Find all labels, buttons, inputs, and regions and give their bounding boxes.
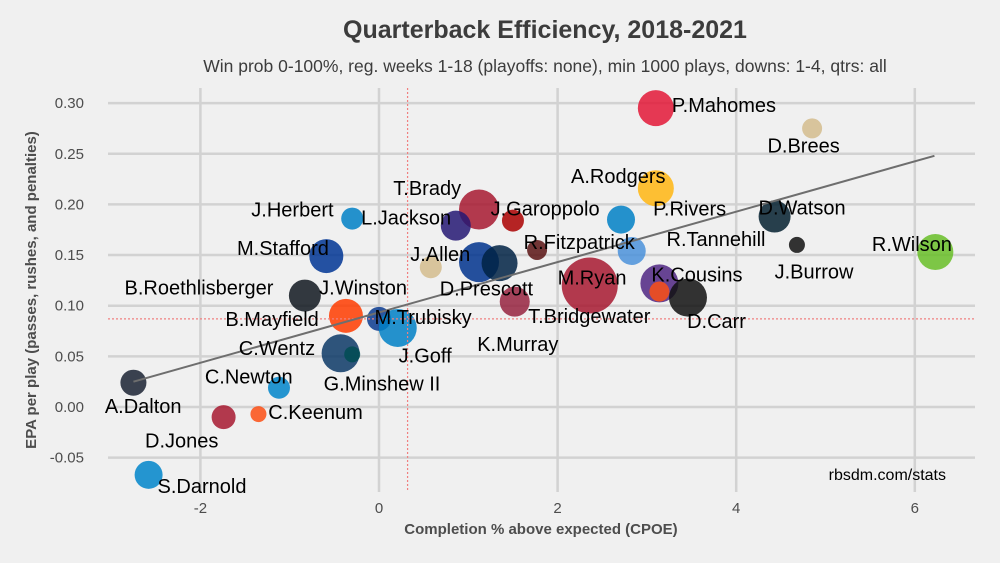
point-label: M.Trubisky [375, 307, 472, 329]
bubble-point[interactable] [328, 298, 363, 333]
point-label: D.Watson [759, 197, 846, 219]
bubble-point[interactable] [499, 286, 530, 317]
bubble-point[interactable] [321, 334, 360, 373]
bubble-point[interactable] [649, 281, 670, 302]
bubble-point[interactable] [501, 209, 524, 232]
point-label: G.Minshew II [324, 374, 441, 396]
bubble-point[interactable] [250, 406, 267, 423]
y-tick-label: 0.20 [55, 196, 84, 213]
point-label: C.Wentz [239, 338, 315, 360]
point-label: A.Dalton [105, 396, 182, 418]
bubble-point[interactable] [267, 376, 290, 399]
x-tick-label: 4 [732, 500, 740, 517]
bubble-point[interactable] [211, 405, 236, 430]
point-label: J.Goff [399, 345, 452, 367]
point-label: R.Fitzpatrick [524, 232, 636, 254]
y-tick-label: -0.05 [50, 450, 84, 467]
bubble-point[interactable] [481, 245, 518, 282]
bubble-point[interactable] [668, 278, 707, 317]
point-label: M.Ryan [558, 267, 627, 289]
point-label: M.Stafford [237, 238, 329, 260]
point-label: P.Mahomes [672, 95, 776, 117]
x-tick-label: -2 [194, 500, 207, 517]
chart-subtitle: Win prob 0-100%, reg. weeks 1-18 (playof… [203, 56, 887, 76]
point-label: T.Bridgewater [528, 306, 651, 328]
bubble-point[interactable] [120, 369, 147, 396]
x-tick-label: 0 [375, 500, 383, 517]
bubble-point[interactable] [917, 234, 954, 271]
point-label: P.Rivers [653, 198, 726, 220]
y-tick-label: 0.25 [55, 146, 84, 163]
y-tick-label: 0.05 [55, 348, 84, 365]
x-axis-label: Completion % above expected (CPOE) [404, 521, 677, 538]
point-label: L.Jackson [361, 208, 451, 230]
point-labels: P.Mahomes D.Brees A.Rodgers P.Rivers D.Watso… [105, 95, 952, 498]
point-label: D.Carr [687, 311, 746, 333]
y-tick-label: 0.00 [55, 399, 84, 416]
bubble-point[interactable] [788, 236, 805, 253]
point-label: K.Murray [477, 334, 558, 356]
bubble-point[interactable] [344, 346, 361, 363]
point-label: C.Newton [205, 367, 293, 389]
bubble-point[interactable] [527, 239, 548, 260]
point-label: J.Garoppolo [491, 198, 600, 220]
point-label: J.Burrow [775, 261, 854, 283]
point-label: B.Roethlisberger [124, 277, 273, 299]
y-tick-label: 0.30 [55, 95, 84, 112]
bubble-point[interactable] [802, 118, 823, 139]
point-label: R.Wilson [872, 234, 952, 256]
point-label: J.Winston [319, 277, 407, 299]
point-label: D.Jones [145, 430, 218, 452]
bubble-point[interactable] [637, 90, 674, 127]
caption: rbsdm.com/stats [829, 467, 946, 484]
point-label: K.Cousins [651, 264, 742, 286]
point-label: B.Mayfield [225, 309, 318, 331]
bubble-point[interactable] [288, 279, 321, 312]
bubble-point[interactable] [561, 257, 618, 314]
point-label: T.Brady [393, 178, 461, 200]
point-label: C.Keenum [268, 402, 363, 424]
bubble-point[interactable] [758, 200, 791, 233]
bubble-point[interactable] [341, 207, 364, 230]
bubble-point[interactable] [309, 239, 344, 274]
grid [108, 88, 975, 492]
reference-lines [108, 88, 975, 492]
point-label: D.Prescott [440, 278, 534, 300]
y-axis-label: EPA per play (passes, rushes, and penalt… [23, 131, 40, 449]
point-label: D.Brees [767, 136, 839, 158]
bubble-point[interactable] [637, 170, 674, 207]
bubble-point[interactable] [134, 460, 163, 489]
x-tick-label: 6 [911, 500, 919, 517]
bubble-point[interactable] [607, 205, 636, 234]
point-label: A.Rodgers [571, 166, 666, 188]
trend-line [133, 154, 935, 383]
point-label: J.Allen [410, 244, 470, 266]
y-tick-label: 0.15 [55, 247, 84, 264]
y-tick-label: 0.10 [55, 298, 84, 315]
point-label: R.Tannehill [667, 229, 766, 251]
point-label: S.Darnold [158, 476, 247, 498]
bubble-point[interactable] [419, 256, 442, 279]
bubbles [120, 90, 954, 489]
point-label: J.Herbert [251, 199, 334, 221]
bubble-point[interactable] [440, 210, 471, 241]
x-tick-label: 2 [553, 500, 561, 517]
axis-ticks: -2 0 2 4 6 0.30 0.25 0.20 0.15 0.10 0.05 0.00 -0.05 [50, 95, 919, 517]
chart-title: Quarterback Efficiency, 2018-2021 [343, 16, 747, 44]
